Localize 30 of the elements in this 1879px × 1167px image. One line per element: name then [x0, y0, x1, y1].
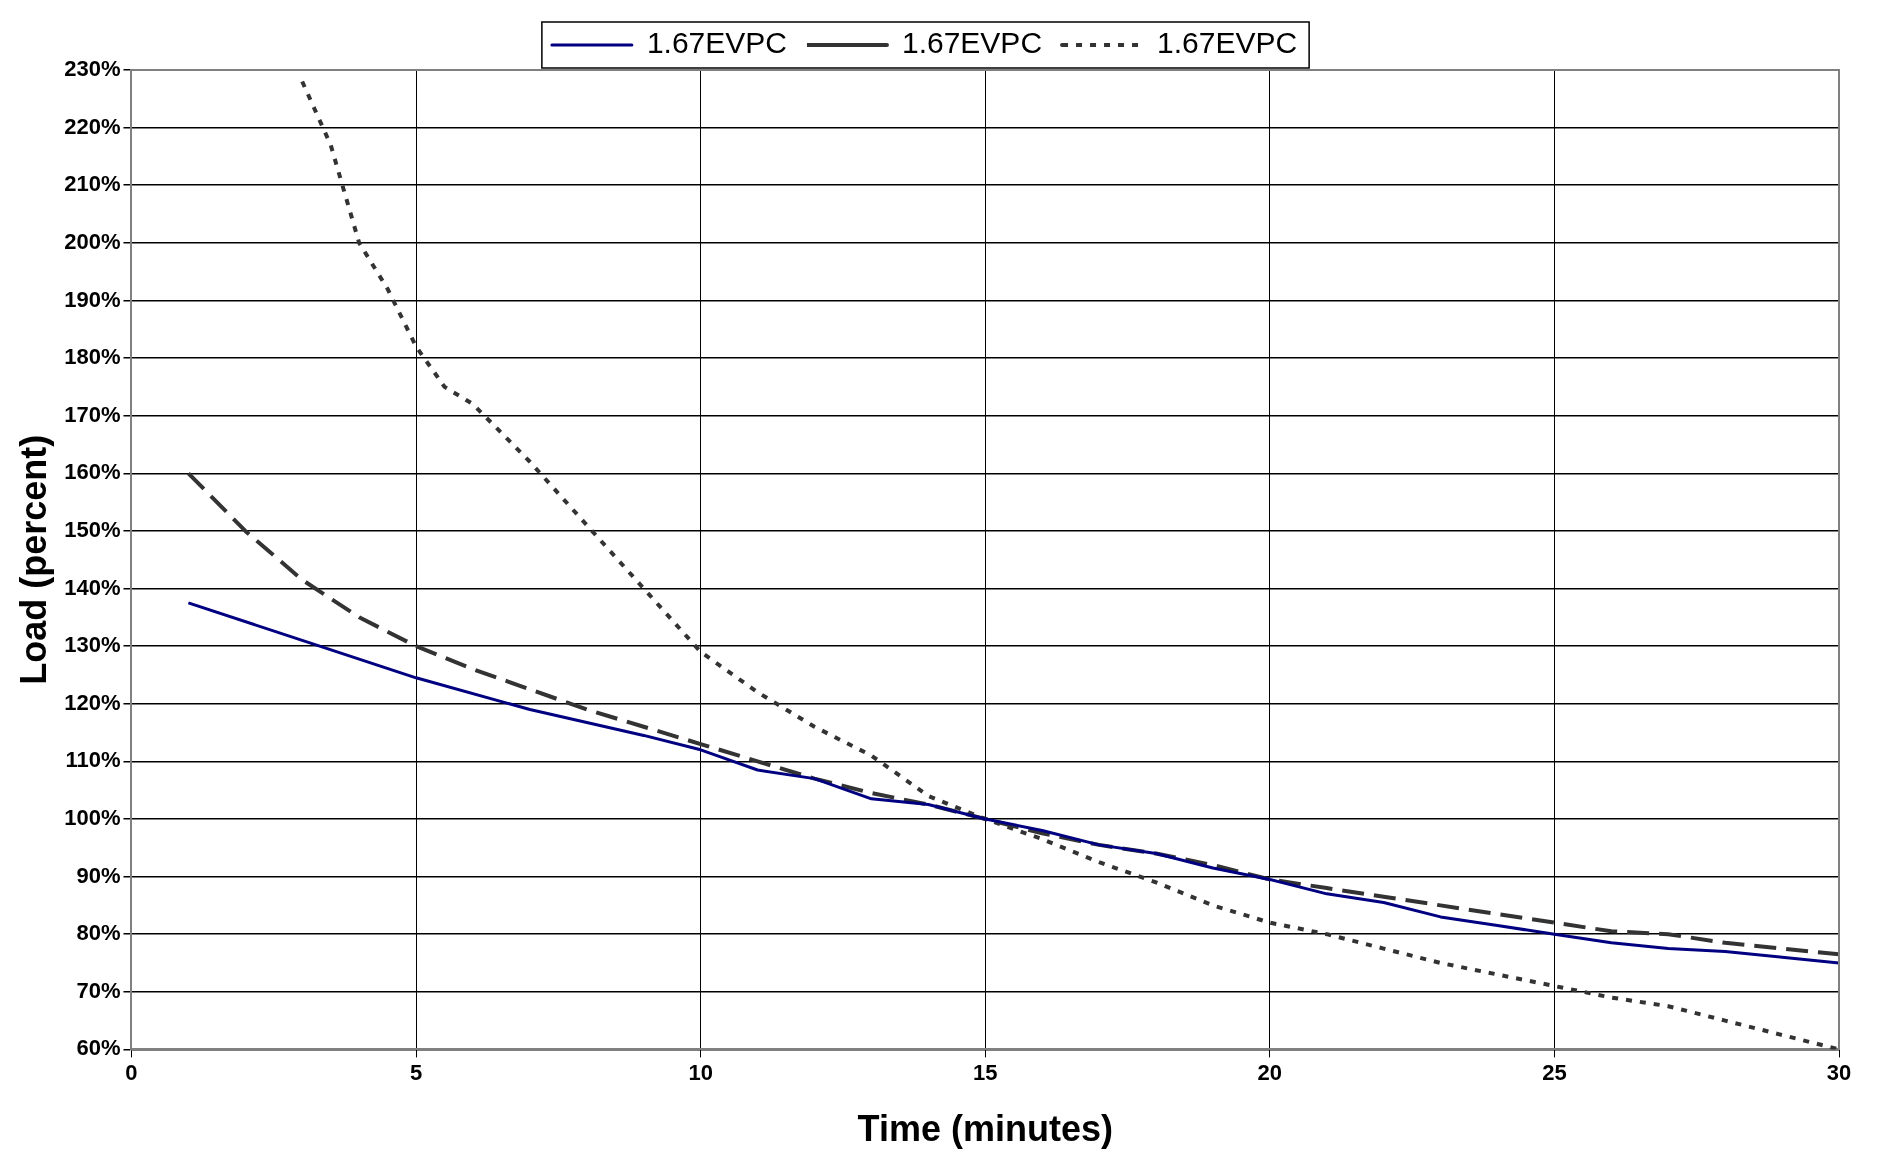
y-tick-label: 150% [64, 516, 121, 542]
y-tick-label: 60% [76, 1035, 121, 1061]
y-tick-label: 200% [64, 228, 121, 254]
y-tick-label: 160% [64, 459, 121, 485]
y-tick-label: 120% [64, 689, 121, 715]
y-tick-label: 90% [76, 862, 121, 888]
y-tick-label: 110% [65, 747, 121, 773]
y-tick-label: 180% [64, 344, 121, 370]
x-tick-label: 25 [1542, 1059, 1567, 1085]
x-tick-label: 0 [125, 1059, 138, 1085]
x-tick-label: 15 [972, 1059, 998, 1085]
legend-label: 1.67EVPC [646, 26, 787, 60]
y-tick-label: 100% [64, 805, 121, 831]
y-tick-label: 220% [64, 113, 121, 139]
x-tick-label: 10 [688, 1059, 713, 1085]
y-tick-label: 210% [64, 171, 121, 197]
x-axis-title: Time (minutes) [857, 1108, 1113, 1150]
x-tick-label: 5 [409, 1059, 423, 1085]
y-tick-label: 230% [64, 56, 121, 82]
x-tick-label: 20 [1257, 1059, 1283, 1085]
y-tick-label: 170% [64, 401, 121, 427]
y-tick-label: 190% [64, 286, 121, 312]
y-tick-label: 140% [64, 574, 121, 600]
x-tick-label: 30 [1826, 1059, 1852, 1085]
legend-label: 1.67EVPC [901, 26, 1043, 60]
y-axis-title: Load (percent) [12, 434, 54, 685]
y-tick-label: 70% [76, 977, 121, 1003]
legend-label: 1.67EVPC [1157, 26, 1298, 60]
y-tick-label: 80% [76, 920, 121, 946]
y-tick-label: 130% [64, 632, 121, 658]
